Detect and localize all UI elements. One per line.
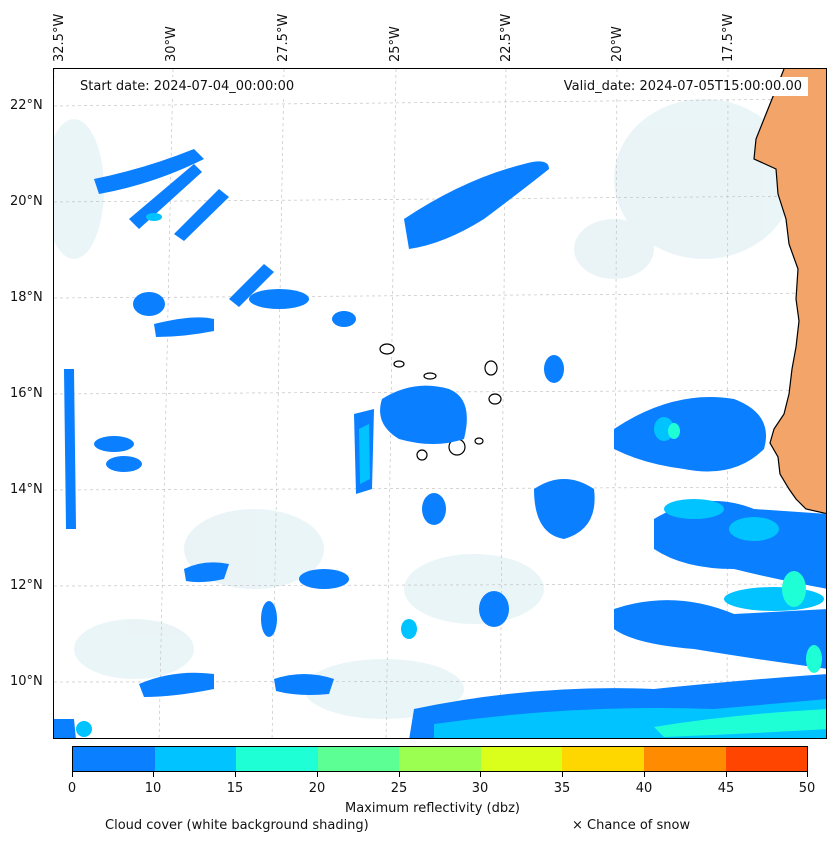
lat-label-20n: 20°N [10,194,43,209]
lon-label-20w: 20°W [610,26,625,62]
coastline [753,69,826,515]
lat-label-12n: 12°N [10,578,43,593]
reflectivity-colorbar [72,746,808,772]
colorbar-tick-40: 40 [635,781,653,796]
colorbar-segment-10-15 [154,747,237,771]
lon-label-17-5w: 17.5°W [721,13,736,62]
colorbar-tickmark [317,772,318,777]
colorbar-tickmark [235,772,236,777]
reflectivity-15-20 [654,423,826,737]
colorbar-segment-20-25 [317,747,400,771]
lon-label-27-5w: 27.5°W [276,13,291,62]
colorbar-tickmark [153,772,154,777]
lat-label-22n: 22°N [10,98,43,113]
lon-label-22-5w: 22.5°W [499,13,514,62]
colorbar-tick-20: 20 [308,781,326,796]
colorbar-tickmark [726,772,727,777]
start-date-label: Start date: 2024-07-04_00:00:00 [74,77,301,96]
lat-label-16n: 16°N [10,386,43,401]
cloud-cover-legend: Cloud cover (white background shading) [105,818,369,833]
colorbar-tickmark [644,772,645,777]
colorbar-segment-40-45 [643,747,726,771]
colorbar-tickmark [399,772,400,777]
map-canvas [54,69,826,738]
colorbar-tick-35: 35 [553,781,571,796]
colorbar-tickmark [480,772,481,777]
cape-verde-islands [379,343,502,461]
colorbar-tickmark [562,772,563,777]
colorbar-title: Maximum reflectivity (dbz) [345,801,520,816]
lon-label-25w: 25°W [388,26,403,62]
lat-label-10n: 10°N [10,674,43,689]
colorbar-tick-15: 15 [226,781,244,796]
snow-legend: × Chance of snow [572,818,691,833]
lon-label-32-5w: 32.5°W [52,13,67,62]
lat-label-18n: 18°N [10,290,43,305]
colorbar-segment-35-40 [562,747,644,771]
colorbar-tick-50: 50 [798,781,816,796]
reflectivity-map[interactable]: Start date: 2024-07-04_00:00:00 Valid_da… [53,68,827,739]
lat-label-14n: 14°N [10,482,43,497]
colorbar-segment-15-20 [236,747,318,771]
colorbar-segment-0-10 [73,747,155,771]
colorbar-tick-0: 0 [67,781,77,796]
lon-label-30w: 30°W [164,26,179,62]
land-mass [754,69,826,514]
valid-date-label: Valid_date: 2024-07-05T15:00:00.00 [557,77,808,96]
colorbar-tick-30: 30 [471,781,489,796]
colorbar-segment-45-50 [725,747,808,771]
colorbar-segment-25-30 [399,747,481,771]
colorbar-tickmark [807,772,808,777]
colorbar-tick-25: 25 [390,781,408,796]
colorbar-segment-30-35 [480,747,563,771]
colorbar-tickmark [72,772,73,777]
colorbar-tick-45: 45 [717,781,735,796]
colorbar-tick-10: 10 [144,781,162,796]
